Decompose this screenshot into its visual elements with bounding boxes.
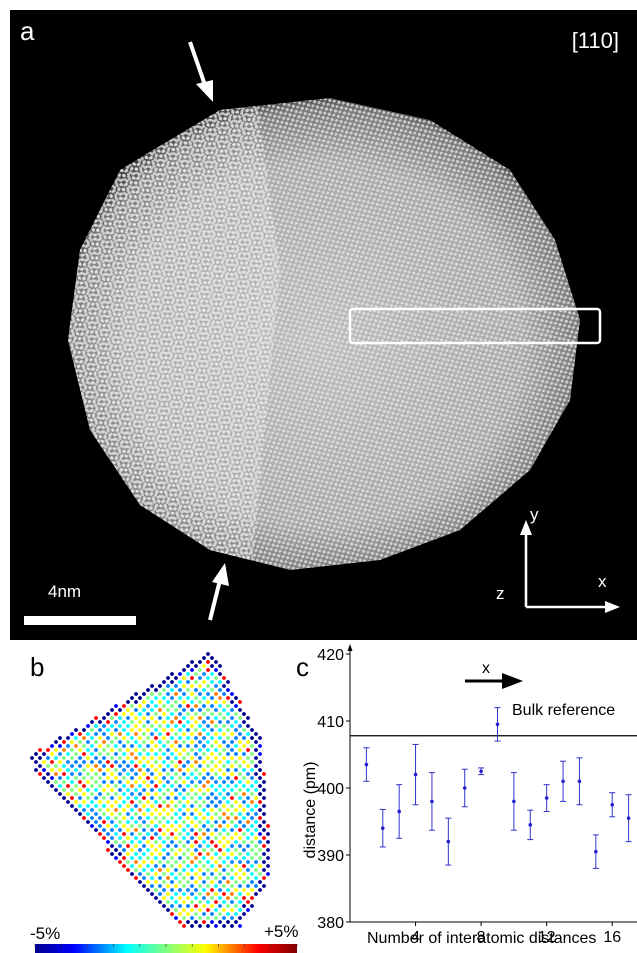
colorbar-max-label: +5% xyxy=(264,922,299,941)
strain-dots xyxy=(30,652,270,928)
y-tick-label: 400 xyxy=(317,781,344,798)
data-point xyxy=(592,834,599,869)
scale-bar xyxy=(24,616,136,625)
twin-boundary xyxy=(231,109,281,570)
colorbar-min-label: -5% xyxy=(30,924,61,943)
y-tick-label: 380 xyxy=(317,915,344,932)
axis-y-label: y xyxy=(530,505,539,524)
colorbar xyxy=(35,944,297,953)
bulk-reference-label: Bulk reference xyxy=(512,702,615,719)
panel-letter-a: a xyxy=(20,16,35,46)
arrow-icon xyxy=(188,41,213,102)
data-point xyxy=(625,794,632,843)
x-direction-arrow-icon xyxy=(465,673,523,689)
data-point xyxy=(396,784,403,839)
axis-z-label: z xyxy=(496,584,505,603)
data-point xyxy=(445,817,452,866)
data-point xyxy=(379,808,386,848)
data-point xyxy=(461,768,468,808)
x-tick-label: 12 xyxy=(538,929,556,946)
scale-bar-label: 4nm xyxy=(48,582,82,601)
x-tick-label: 16 xyxy=(603,929,621,946)
x-axis-label: Number of interatomic distances xyxy=(367,930,596,947)
y-axis-arrow-icon xyxy=(347,644,353,651)
y-tick-label: 390 xyxy=(317,848,344,865)
data-point xyxy=(478,767,485,776)
zone-axis-label: [110] xyxy=(571,28,619,53)
colorbar-ticks xyxy=(34,944,298,947)
data-point xyxy=(609,792,616,818)
y-tick-label: 420 xyxy=(317,647,344,664)
stem-image xyxy=(24,41,620,625)
data-point xyxy=(560,760,567,802)
data-point xyxy=(363,747,370,782)
strain-map xyxy=(30,652,298,953)
panel-letter-c: c xyxy=(296,652,309,682)
arrow-icon xyxy=(208,563,229,621)
stem-image-panel: a [110] xyxy=(10,10,637,640)
data-point xyxy=(494,707,501,742)
y-axis-label: distance (pm) xyxy=(302,762,319,859)
coordinate-axes-icon xyxy=(520,520,620,613)
x-tick-label: 4 xyxy=(411,929,420,946)
data-point xyxy=(527,809,534,841)
data-point xyxy=(412,743,419,806)
data-point xyxy=(576,757,583,806)
axis-x-label: x xyxy=(598,572,607,591)
twin-boundary xyxy=(279,269,571,341)
data-point xyxy=(510,772,517,831)
data-point xyxy=(543,784,550,812)
y-tick-label: 410 xyxy=(317,714,344,731)
x-direction-label: x xyxy=(482,660,490,677)
data-point xyxy=(428,772,435,831)
line-profile-box xyxy=(348,307,602,345)
x-tick-label: 8 xyxy=(477,929,486,946)
panel-letter-b: b xyxy=(30,652,45,682)
distance-chart: 380 390 400 410 420 4 8 12 16 distance (pm) Numb… xyxy=(302,644,637,947)
